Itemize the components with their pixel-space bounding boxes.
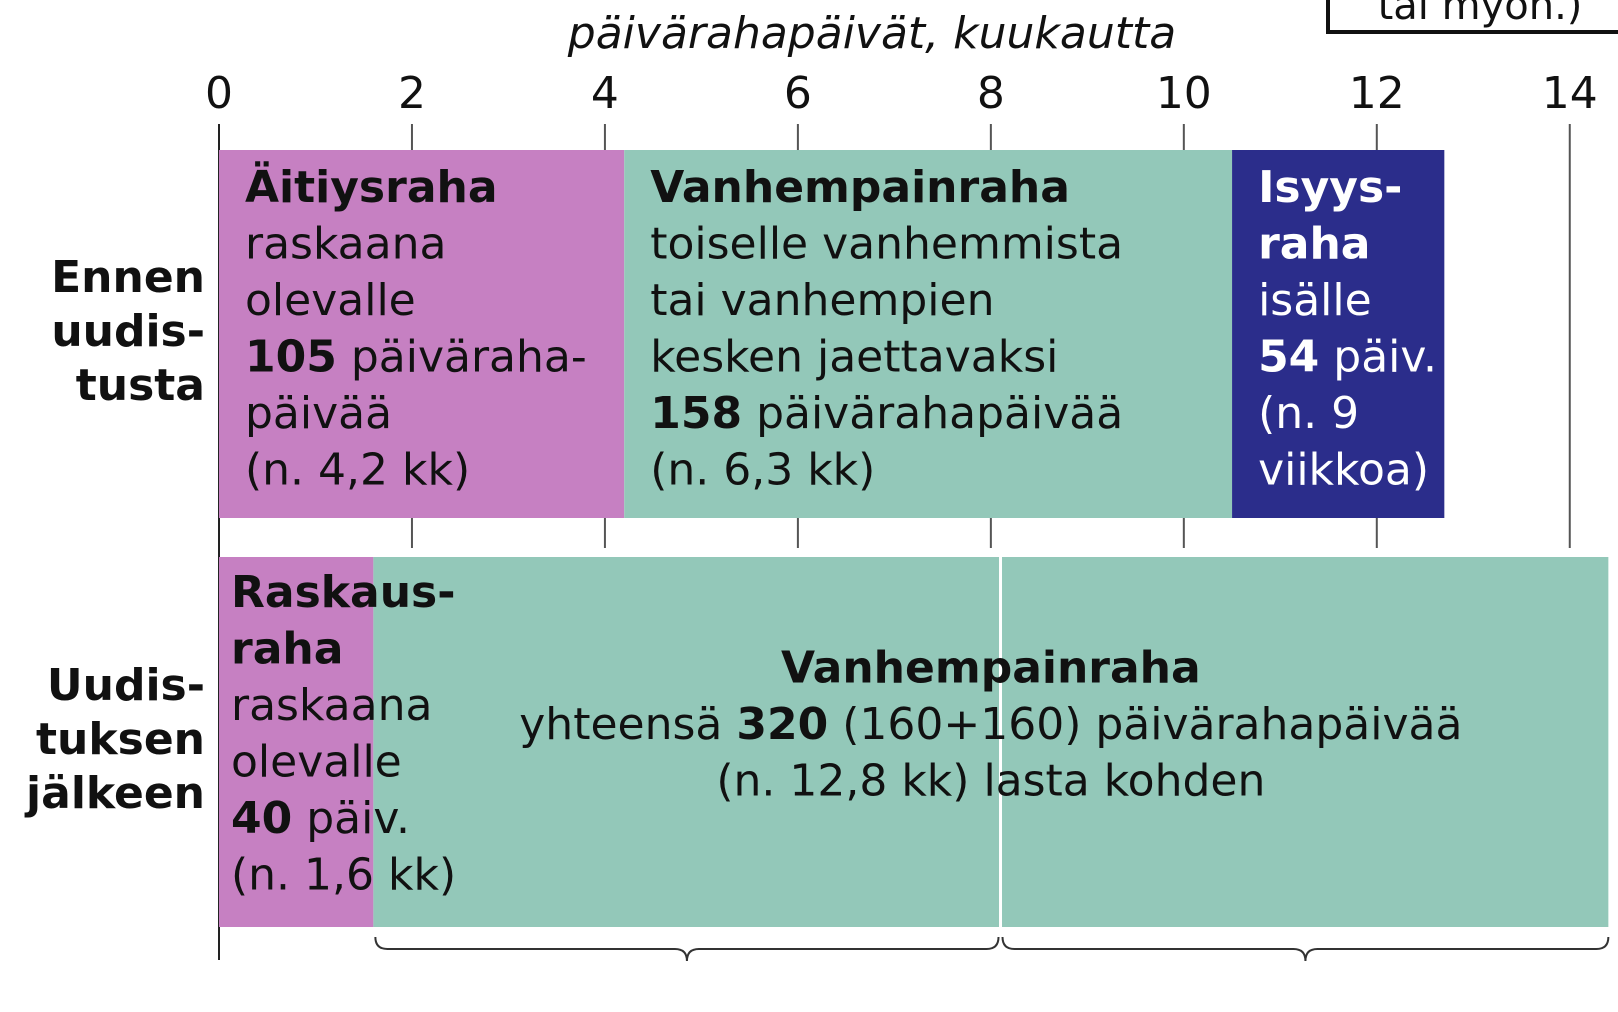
- bar-segment: [219, 150, 625, 518]
- bar-segment: [1232, 150, 1445, 518]
- bar-segment: [373, 557, 1609, 927]
- segment-text-run: päiv.: [1319, 332, 1437, 383]
- segment-text: olevalle: [231, 737, 402, 788]
- segment-text: raha: [231, 624, 343, 675]
- segment-text: viikkoa): [1258, 445, 1429, 496]
- row-label: tusta: [76, 360, 205, 411]
- segment-text: (n. 9: [1258, 388, 1359, 439]
- segment-text-run: (n. 1,6 kk): [231, 850, 456, 901]
- segment-text-run: päiv.: [292, 793, 410, 844]
- segment-text: raskaana: [245, 219, 446, 270]
- segment-text: 158 päivärahapäivää: [650, 388, 1123, 439]
- x-tick-label: 0: [205, 68, 233, 119]
- segment-text-run: päivärahapäivää: [742, 388, 1123, 439]
- x-tick-label: 10: [1156, 68, 1212, 119]
- segment-text: raha: [1258, 219, 1370, 270]
- segment-text: Isyys-: [1258, 162, 1402, 213]
- segment-text-run: (n. 6,3 kk): [650, 445, 875, 496]
- segment-text: Vanhempainraha: [650, 162, 1070, 213]
- segment-text-run: (n. 9: [1258, 388, 1359, 439]
- segment-text-bold: Vanhempainraha: [781, 643, 1201, 694]
- segment-text: tai vanhempien: [650, 275, 994, 326]
- segment-text-run: päiväraha-: [337, 332, 587, 383]
- segment-text-run: toiselle vanhemmista: [650, 219, 1123, 270]
- segment-text: kesken jaettavaksi: [650, 332, 1058, 383]
- x-tick-label: 12: [1349, 68, 1405, 119]
- segment-text-run: kesken jaettavaksi: [650, 332, 1058, 383]
- segment-text-run: raskaana: [245, 219, 446, 270]
- x-axis-label: päivärahapäivät, kuukautta: [567, 8, 1176, 59]
- segment-text-run: (n. 12,8 kk) lasta kohden: [716, 756, 1265, 807]
- segment-text: 105 päiväraha-: [245, 332, 587, 383]
- segment-text: (n. 12,8 kk) lasta kohden: [716, 756, 1265, 807]
- segment-text-run: isälle: [1258, 275, 1372, 326]
- segment-text: 54 päiv.: [1258, 332, 1437, 383]
- note: tai myöh.): [1378, 0, 1583, 29]
- segment-text-run: (n. 4,2 kk): [245, 445, 470, 496]
- segment-text-bold: raha: [1258, 219, 1370, 270]
- x-tick-label: 4: [591, 68, 619, 119]
- note-box: [1326, 0, 1618, 34]
- row-label: jälkeen: [24, 768, 205, 819]
- segment-text-run: raskaana: [231, 680, 432, 731]
- segment-text-bold: 158: [650, 388, 742, 439]
- segment-text: Raskaus-: [231, 567, 456, 618]
- segment-text: (n. 4,2 kk): [245, 445, 470, 496]
- segment-text-bold: Raskaus-: [231, 567, 456, 618]
- segment-text-run: yhteensä: [519, 699, 736, 750]
- segment-text-bold: raha: [231, 624, 343, 675]
- segment-text: isälle: [1258, 275, 1372, 326]
- segment-text-bold: 320: [736, 699, 828, 750]
- segment-text-bold: 105: [245, 332, 337, 383]
- segment-text: päivää: [245, 388, 392, 439]
- segment-text-run: olevalle: [231, 737, 402, 788]
- segment-text-bold: 40: [231, 793, 292, 844]
- row-label: uudis-: [51, 306, 205, 357]
- segment-text: (n. 6,3 kk): [650, 445, 875, 496]
- row-label: Uudis-: [47, 660, 205, 711]
- x-tick-label: 6: [784, 68, 812, 119]
- segment-text: toiselle vanhemmista: [650, 219, 1123, 270]
- segment-text: (n. 1,6 kk): [231, 850, 456, 901]
- segment-text-run: tai vanhempien: [650, 275, 994, 326]
- segment-text-bold: Vanhempainraha: [650, 162, 1070, 213]
- segment-text: Vanhempainraha: [781, 643, 1201, 694]
- segment-text-run: (160+160) päivärahapäivää: [828, 699, 1462, 750]
- segment-text-run: olevalle: [245, 275, 416, 326]
- segment-text: 40 päiv.: [231, 793, 410, 844]
- brace: [374, 936, 1000, 962]
- bar-segment: [219, 557, 374, 927]
- row-label: tuksen: [36, 714, 205, 765]
- segment-text: raskaana: [231, 680, 432, 731]
- brace: [1001, 936, 1610, 962]
- segment-text-bold: 54: [1258, 332, 1319, 383]
- x-tick-label: 14: [1542, 68, 1598, 119]
- bar-segment: [624, 150, 1233, 518]
- x-tick-label: 2: [398, 68, 426, 119]
- segment-text-run: viikkoa): [1258, 445, 1429, 496]
- segment-text-run: päivää: [245, 388, 392, 439]
- segment-text: Äitiysraha: [245, 160, 498, 213]
- row-label: Ennen: [51, 252, 205, 303]
- x-tick-label: 8: [977, 68, 1005, 119]
- segment-text-bold: Isyys-: [1258, 162, 1402, 213]
- segment-text: olevalle: [245, 275, 416, 326]
- segment-text: yhteensä 320 (160+160) päivärahapäivää: [519, 699, 1462, 750]
- segment-text-bold: Äitiysraha: [245, 160, 498, 213]
